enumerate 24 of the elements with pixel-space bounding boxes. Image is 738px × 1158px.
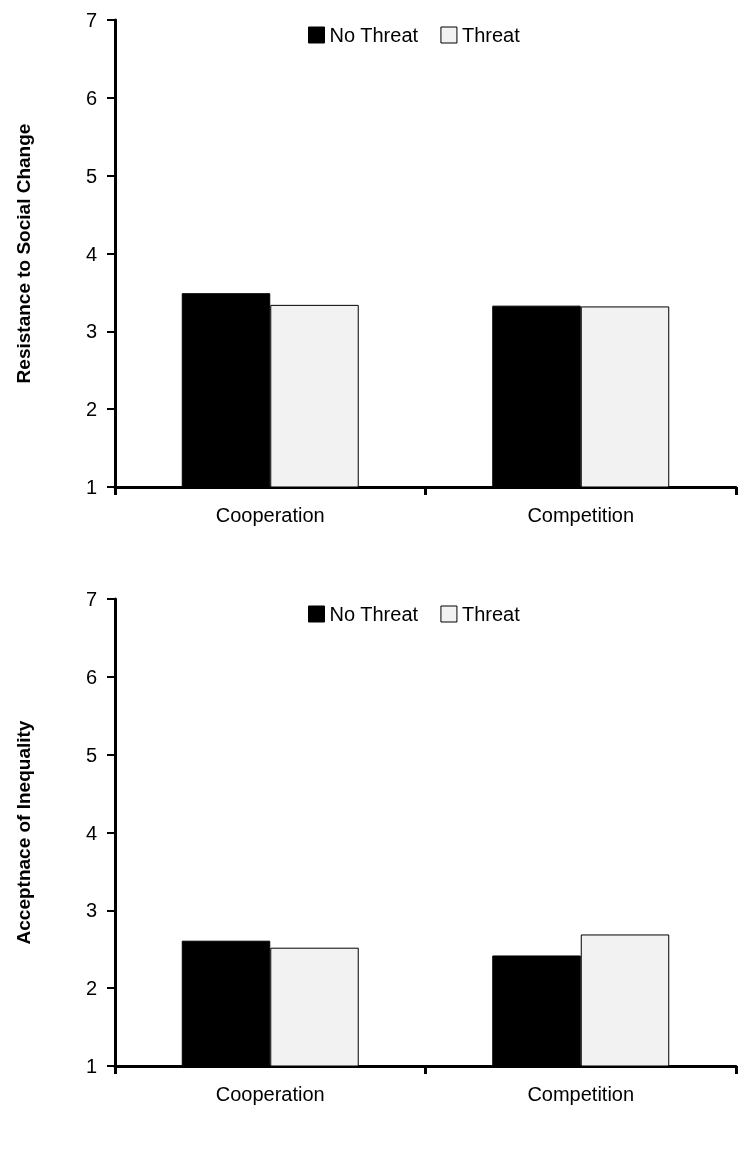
y-tick-label: 7	[85, 9, 97, 31]
y-tick-label: 4	[85, 821, 97, 844]
y-axis-title: Acceptnace of Inequality	[13, 720, 34, 945]
y-tick-label: 4	[85, 242, 97, 265]
y-tick-label: 3	[85, 899, 97, 922]
y-tick-label: 3	[85, 320, 97, 343]
x-tick-label: Competition	[527, 504, 635, 526]
x-tick-label: Competition	[527, 1083, 635, 1105]
y-tick-label: 2	[85, 398, 97, 421]
legend-label: Threat	[461, 603, 521, 625]
y-tick-label: 6	[85, 86, 97, 109]
y-tick-label: 5	[85, 164, 97, 187]
y-tick-label: 1	[85, 476, 97, 498]
y-axis-title: Resistance to Social Change	[13, 123, 34, 384]
y-tick-label: 7	[85, 588, 97, 610]
x-tick-label: Cooperation	[215, 1083, 325, 1105]
y-tick-label: 2	[85, 977, 97, 1000]
legend-label: No Threat	[329, 603, 419, 625]
y-tick-label: 6	[85, 665, 97, 688]
y-tick-label: 1	[85, 1055, 97, 1077]
y-tick-label: 5	[85, 743, 97, 766]
legend-label: Threat	[461, 24, 521, 46]
x-tick-label: Cooperation	[215, 504, 325, 526]
legend-label: No Threat	[329, 24, 419, 46]
